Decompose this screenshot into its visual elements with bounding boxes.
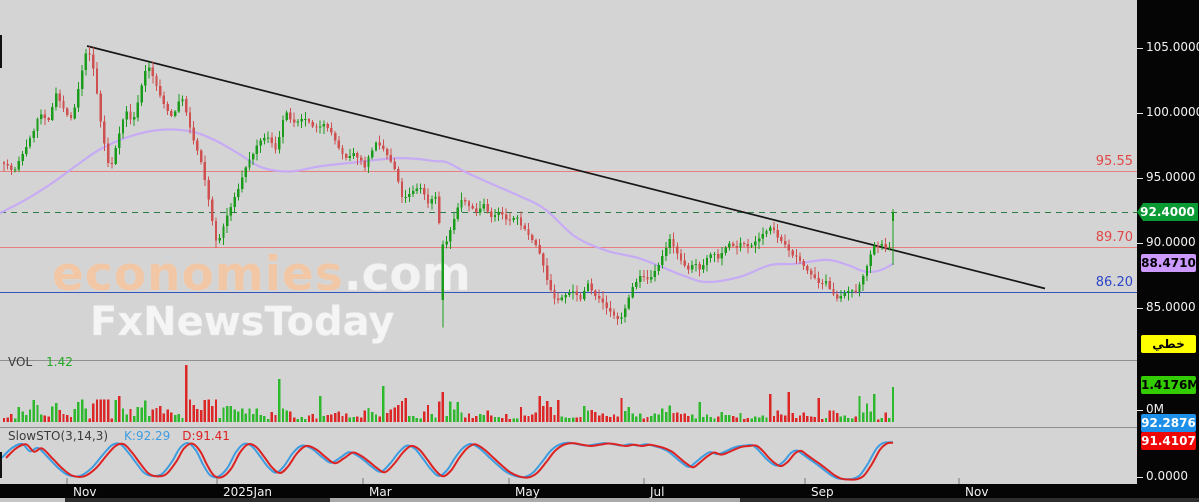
y-axis-tick-label: 85.0000 <box>1146 300 1196 314</box>
price-chart-canvas[interactable] <box>0 0 1137 502</box>
y-axis-tick-label: 95.0000 <box>1146 170 1196 184</box>
x-axis-month-label: May <box>515 485 540 499</box>
scale-type-badge[interactable]: خطي <box>1141 335 1196 353</box>
volume-panel-header: VOL 1.42 <box>8 355 73 369</box>
y-axis-tick-mark <box>1137 308 1143 309</box>
y-axis-tick-mark <box>1137 178 1143 179</box>
clipped-oscillator-start <box>0 452 2 478</box>
volume-label: VOL <box>8 355 33 369</box>
scrollbar-corner <box>0 498 65 502</box>
volume-series <box>2 365 895 422</box>
y-axis-tick-label: 90.0000 <box>1146 235 1196 249</box>
x-axis-month-label: 2025Jan <box>223 485 273 499</box>
y-axis-tick-label: 0M <box>1146 402 1164 416</box>
x-axis-month-label: Jul <box>650 485 665 499</box>
stochastic-panel-header: SlowSTO(3,14,3) K:92.29 D:91.41 <box>8 429 230 443</box>
panel-separators <box>0 35 1137 484</box>
time-axis[interactable]: Nov 2025Jan Mar May Jul Sep Nov <box>0 484 1199 499</box>
moving-average-line <box>0 128 895 284</box>
y-axis-tick-mark <box>1137 477 1143 478</box>
y-axis-tick-mark <box>1137 48 1143 49</box>
y-axis-tick-mark <box>1137 410 1143 411</box>
y-axis-tick-label: 105.0000 <box>1146 40 1199 54</box>
clipped-first-candle <box>0 35 2 68</box>
stochastic-label: SlowSTO(3,14,3) <box>8 429 109 443</box>
horizontal-scrollbar[interactable] <box>0 498 1199 502</box>
x-axis-month-label: Nov <box>965 485 989 499</box>
stoch-k-badge: 92.2876 <box>1141 414 1196 432</box>
descending-trendline <box>86 45 1046 290</box>
candlestick-series <box>2 46 895 328</box>
stochastic-d-value: D:91.41 <box>182 429 230 443</box>
x-axis-month-label: Sep <box>811 485 834 499</box>
stochastic-k-value: K:92.29 <box>124 429 171 443</box>
price-axis[interactable]: 105.0000 100.0000 95.0000 90.0000 85.0000 0M 0… <box>1137 0 1199 502</box>
x-axis-month-label: Nov <box>73 485 97 499</box>
y-axis-tick-mark <box>1137 243 1143 244</box>
volume-value-badge: 1.4176M <box>1141 376 1199 394</box>
volume-current-value: 1.42 <box>46 355 73 369</box>
y-axis-tick-label: 0.0000 <box>1146 469 1188 483</box>
stoch-d-badge: 91.4107 <box>1141 432 1196 450</box>
y-axis-tick-label: 100.0000 <box>1146 105 1199 119</box>
scrollbar-thumb[interactable] <box>330 498 740 502</box>
y-axis-tick-mark <box>1137 113 1143 114</box>
x-axis-month-label: Mar <box>369 485 392 499</box>
level-lines <box>0 170 1137 294</box>
stochastic-k-line <box>1 441 894 481</box>
last-price-badge: 92.4000 <box>1137 203 1198 221</box>
stochastic-d-line <box>5 441 894 481</box>
ma-value-badge: 88.4710 <box>1141 254 1196 272</box>
